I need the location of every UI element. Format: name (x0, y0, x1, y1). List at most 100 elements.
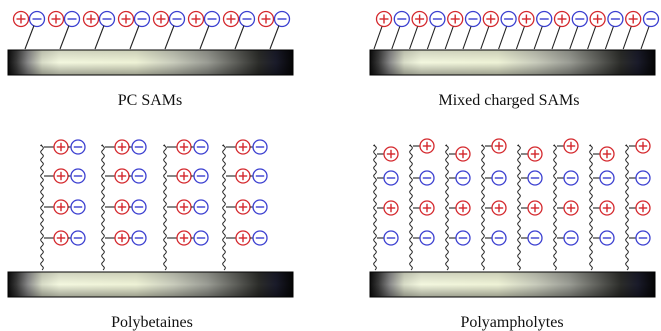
tether-line (426, 26, 436, 50)
negative-charge-icon (193, 199, 209, 215)
positive-charge-icon (257, 10, 275, 28)
polymer-chain (481, 144, 485, 271)
positive-charge-icon (53, 199, 69, 215)
positive-charge-icon (235, 168, 251, 184)
negative-charge-icon (28, 10, 46, 28)
tether-line (129, 25, 140, 50)
negative-charge-icon (571, 10, 588, 28)
tether-line (551, 26, 561, 50)
negative-charge-icon (203, 10, 221, 28)
negative-charge-icon (131, 230, 147, 246)
positive-charge-icon (53, 168, 69, 184)
positive-charge-icon (383, 200, 399, 216)
positive-charge-icon (12, 10, 30, 28)
pc-sam-layer (12, 10, 291, 50)
positive-charge-icon (491, 200, 507, 216)
tether-line (391, 26, 401, 50)
polymer-chain (517, 144, 521, 271)
negative-charge-icon (455, 170, 471, 186)
negative-charge-icon (563, 230, 579, 246)
substrate-polybetaines (7, 271, 294, 298)
positive-charge-icon (53, 230, 69, 246)
positive-charge-icon (114, 199, 130, 215)
panel-pc-sams: PC SAMs (7, 10, 294, 109)
positive-charge-icon (518, 10, 535, 28)
polymer-chain (373, 144, 377, 271)
positive-charge-icon (482, 10, 499, 28)
negative-charge-icon (563, 170, 579, 186)
caption-polyampholytes: Polyampholytes (460, 314, 563, 331)
positive-charge-icon (635, 200, 651, 216)
substrate-mixed (369, 49, 656, 76)
substrate-pc (7, 49, 294, 76)
polymer-chain (553, 144, 557, 271)
panel-polybetaines: Polybetaines (7, 139, 294, 331)
positive-charge-icon (527, 146, 543, 162)
mixed-sam-layer (373, 10, 660, 50)
positive-charge-icon (455, 146, 471, 162)
negative-charge-icon (70, 230, 86, 246)
caption-pc-sams: PC SAMs (118, 92, 182, 109)
negative-charge-icon (429, 10, 446, 28)
negative-charge-icon (98, 10, 116, 28)
negative-charge-icon (252, 168, 268, 184)
negative-charge-icon (536, 10, 553, 28)
polyampholyte-brushes (373, 138, 651, 271)
positive-charge-icon (375, 10, 393, 28)
polymer-chain (163, 144, 167, 271)
tether-line (480, 26, 490, 50)
positive-charge-icon (117, 10, 135, 28)
positive-charge-icon (447, 10, 464, 28)
positive-charge-icon (527, 200, 543, 216)
positive-charge-icon (152, 10, 170, 28)
tether-line (373, 26, 383, 50)
positive-charge-icon (222, 10, 240, 28)
negative-charge-icon (527, 230, 543, 246)
negative-charge-icon (131, 168, 147, 184)
tether-line (622, 26, 632, 50)
positive-charge-icon (455, 200, 471, 216)
tether-line (234, 25, 245, 50)
negative-charge-icon (491, 230, 507, 246)
tether-line (515, 26, 525, 50)
tether-line (59, 25, 70, 50)
tether-line (569, 26, 579, 50)
positive-charge-icon (53, 139, 69, 155)
negative-charge-icon (607, 10, 624, 28)
polymer-chain (589, 144, 593, 271)
positive-charge-icon (625, 10, 642, 28)
caption-mixed-sams: Mixed charged SAMs (438, 92, 579, 109)
polymer-chain (445, 144, 449, 271)
negative-charge-icon (238, 10, 256, 28)
negative-charge-icon (383, 170, 399, 186)
positive-charge-icon (411, 10, 428, 28)
positive-charge-icon (553, 10, 571, 28)
positive-charge-icon (187, 10, 205, 28)
polybetaine-brushes (40, 139, 268, 271)
negative-charge-icon (635, 170, 651, 186)
negative-charge-icon (131, 139, 147, 155)
positive-charge-icon (235, 199, 251, 215)
negative-charge-icon (599, 170, 615, 186)
negative-charge-icon (70, 139, 86, 155)
tether-line (164, 25, 175, 50)
positive-charge-icon (176, 199, 192, 215)
positive-charge-icon (114, 168, 130, 184)
positive-charge-icon (235, 230, 251, 246)
negative-charge-icon (273, 10, 291, 28)
negative-charge-icon (193, 230, 209, 246)
positive-charge-icon (563, 200, 579, 216)
negative-charge-icon (527, 170, 543, 186)
positive-charge-icon (114, 139, 130, 155)
negative-charge-icon (252, 139, 268, 155)
tether-line (199, 25, 210, 50)
positive-charge-icon (599, 146, 615, 162)
polymer-chain (101, 144, 105, 271)
positive-charge-icon (176, 168, 192, 184)
negative-charge-icon (193, 168, 209, 184)
tether-line (444, 26, 454, 50)
substrate-polyampholytes (369, 271, 656, 298)
negative-charge-icon (70, 168, 86, 184)
positive-charge-icon (114, 230, 130, 246)
